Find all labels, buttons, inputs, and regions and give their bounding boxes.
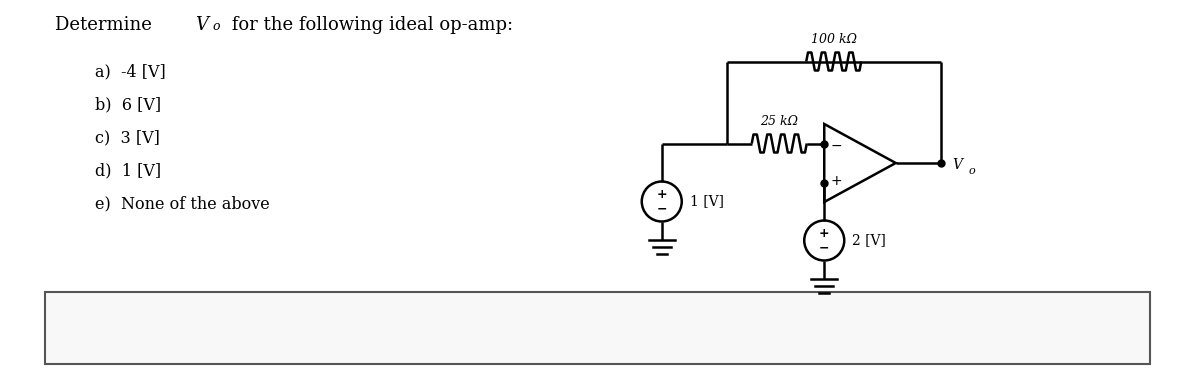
- FancyBboxPatch shape: [46, 292, 1150, 364]
- Text: c)  3 [V]: c) 3 [V]: [95, 129, 160, 146]
- Text: 25 kΩ: 25 kΩ: [761, 114, 798, 127]
- Text: +: +: [656, 188, 667, 201]
- Text: V: V: [953, 158, 962, 172]
- Text: a)  -4 [V]: a) -4 [V]: [95, 63, 166, 80]
- Text: for the following ideal op-amp:: for the following ideal op-amp:: [226, 16, 514, 34]
- Text: o: o: [968, 166, 976, 176]
- Text: e)  None of the above: e) None of the above: [95, 195, 270, 212]
- Text: 1 [V]: 1 [V]: [690, 195, 724, 209]
- Text: −: −: [830, 138, 841, 152]
- Text: Determine: Determine: [55, 16, 157, 34]
- Text: −: −: [818, 241, 829, 254]
- Text: +: +: [818, 227, 829, 240]
- Text: o: o: [212, 20, 220, 33]
- Text: b)  6 [V]: b) 6 [V]: [95, 96, 161, 113]
- Text: 2 [V]: 2 [V]: [852, 234, 886, 248]
- Text: 100 kΩ: 100 kΩ: [811, 32, 857, 46]
- Text: V: V: [194, 16, 208, 34]
- Text: +: +: [830, 174, 841, 188]
- Text: d)  1 [V]: d) 1 [V]: [95, 162, 161, 179]
- Text: −: −: [656, 202, 667, 215]
